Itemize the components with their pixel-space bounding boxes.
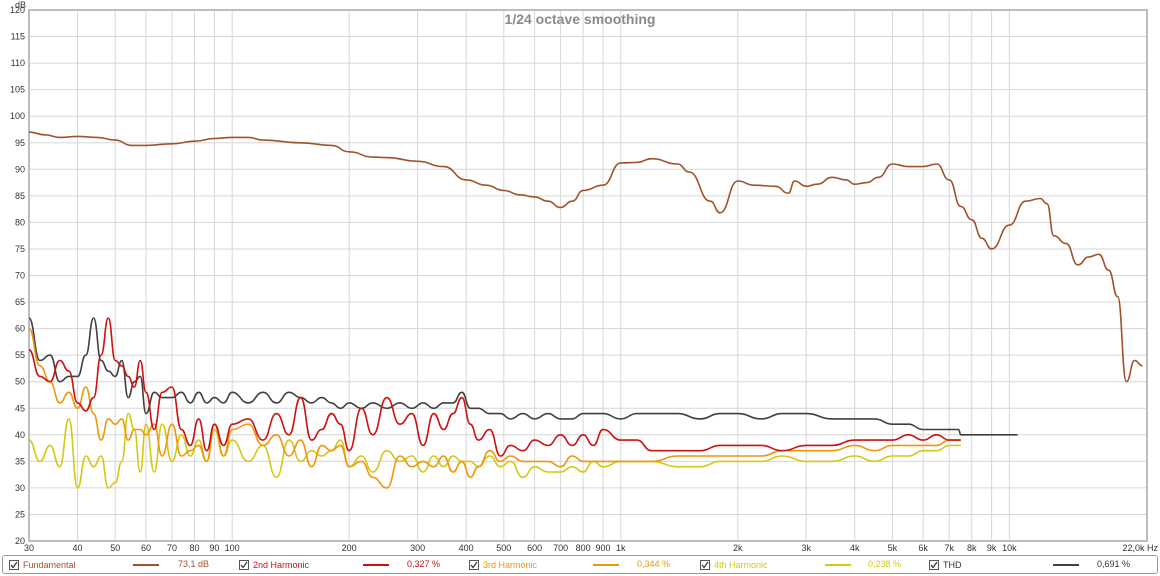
checkbox-4th-harmonic[interactable] (700, 559, 710, 570)
y-tick-label: 100 (10, 111, 25, 121)
y-tick-label: 85 (15, 191, 25, 201)
x-tick-label: 70 (167, 543, 177, 553)
y-tick-label: 70 (15, 271, 25, 281)
x-tick-label: 5k (888, 543, 898, 553)
x-tick-label: 8k (967, 543, 977, 553)
series-2nd-harmonic (28, 317, 961, 457)
legend-label: Fundamental (23, 559, 76, 570)
x-tick-label: 3k (801, 543, 811, 553)
x-tick-label: 600 (527, 543, 542, 553)
x-tick-label: 30 (24, 543, 34, 553)
x-tick-label: 500 (496, 543, 511, 553)
x-tick-label: 1k (616, 543, 626, 553)
series-3rd-harmonic (28, 327, 961, 489)
y-tick-label: 20 (15, 536, 25, 546)
y-tick-label: 65 (15, 297, 25, 307)
legend-label: THD (943, 559, 962, 570)
x-tick-label: 40 (73, 543, 83, 553)
checkbox-3rd-harmonic[interactable] (469, 559, 479, 570)
y-tick-label: 40 (15, 430, 25, 440)
x-tick-label: 10k (1002, 543, 1017, 553)
x-tick-label: 22,0k Hz (1122, 543, 1158, 553)
x-tick-label: 300 (410, 543, 425, 553)
frequency-response-chart: 20 25 30 35 40 45 50 55 60 65 70 75 80 85 90 95 100 105 11… (10, 0, 1159, 553)
y-tick-label: 115 (11, 32, 25, 42)
x-tick-label: 200 (342, 543, 357, 553)
legend-item-fundamental[interactable]: Fundamental (9, 556, 76, 573)
y-tick-label: 45 (15, 403, 25, 413)
y-tick-label: 35 (15, 456, 25, 466)
x-tick-label: 9k (987, 543, 997, 553)
x-tick-label: 7k (944, 543, 954, 553)
legend-swatch-fundamental (133, 564, 159, 566)
x-tick-label: 50 (110, 543, 120, 553)
legend-bar: Fundamental 73,1 dB 2nd Harmonic 0,327 %… (2, 555, 1158, 574)
checkmark-icon (701, 561, 709, 568)
legend-value-3rd-harmonic: 0,344 % (637, 559, 671, 569)
y-tick-label: 25 (15, 509, 25, 519)
series-fundamental (28, 131, 1143, 383)
plot-border (28, 9, 1148, 542)
legend-swatch-3rd-harmonic (593, 564, 619, 566)
series-thd (28, 317, 1018, 436)
legend-item-3rd-harmonic[interactable]: 3rd Harmonic (469, 556, 537, 573)
legend-label: 4th Harmonic (714, 559, 768, 570)
checkbox-thd[interactable] (929, 559, 939, 570)
checkbox-fundamental[interactable] (9, 559, 19, 570)
legend-item-thd[interactable]: THD (929, 556, 962, 573)
x-tick-label: 700 (553, 543, 568, 553)
checkmark-icon (930, 561, 938, 568)
grid (28, 9, 1147, 542)
x-tick-label: 90 (209, 543, 219, 553)
x-tick-label: 4k (850, 543, 860, 553)
legend-swatch-4th-harmonic (825, 564, 851, 566)
checkmark-icon (10, 561, 18, 568)
legend-value-2nd-harmonic: 0,327 % (407, 559, 441, 569)
x-tick-label: 400 (459, 543, 474, 553)
y-tick-label: 120 (10, 5, 25, 15)
checkmark-icon (240, 561, 248, 568)
x-tick-label: 80 (190, 543, 200, 553)
legend-item-4th-harmonic[interactable]: 4th Harmonic (700, 556, 768, 573)
x-tick-label: 800 (576, 543, 591, 553)
y-tick-label: 30 (15, 483, 25, 493)
legend-swatch-thd (1053, 564, 1079, 566)
chart-title: 1/24 octave smoothing (505, 11, 656, 27)
x-tick-label: 2k (733, 543, 743, 553)
legend-value-thd: 0,691 % (1097, 559, 1131, 569)
y-tick-label: 110 (11, 58, 25, 68)
x-axis-labels: 30 40 50 60 70 80 90 100 200 300 400 500 600 700 800 90… (24, 543, 1158, 553)
legend-label: 3rd Harmonic (483, 559, 538, 570)
y-axis-unit: dB (15, 0, 26, 10)
y-tick-label: 105 (10, 85, 25, 95)
y-tick-label: 95 (15, 138, 25, 148)
x-tick-label: 900 (595, 543, 610, 553)
x-tick-label: 60 (141, 543, 151, 553)
y-tick-label: 90 (15, 164, 25, 174)
y-tick-label: 50 (15, 377, 25, 387)
series-4th-harmonic (28, 412, 961, 489)
legend-item-2nd-harmonic[interactable]: 2nd Harmonic (239, 556, 309, 573)
legend-label: 2nd Harmonic (253, 559, 310, 570)
y-tick-label: 80 (15, 217, 25, 227)
checkmark-icon (470, 561, 478, 568)
legend-value-4th-harmonic: 0,238 % (868, 559, 902, 569)
legend-value-fundamental: 73,1 dB (178, 559, 210, 569)
checkbox-2nd-harmonic[interactable] (239, 559, 249, 570)
x-tick-label: 100 (225, 543, 240, 553)
legend-swatch-2nd-harmonic (363, 564, 389, 566)
y-axis-labels: 20 25 30 35 40 45 50 55 60 65 70 75 80 85 90 95 100 105 11… (10, 5, 25, 546)
x-tick-label: 6k (918, 543, 928, 553)
y-tick-label: 55 (15, 350, 25, 360)
y-tick-label: 60 (15, 324, 25, 334)
series-group (28, 131, 1143, 489)
y-tick-label: 75 (15, 244, 25, 254)
